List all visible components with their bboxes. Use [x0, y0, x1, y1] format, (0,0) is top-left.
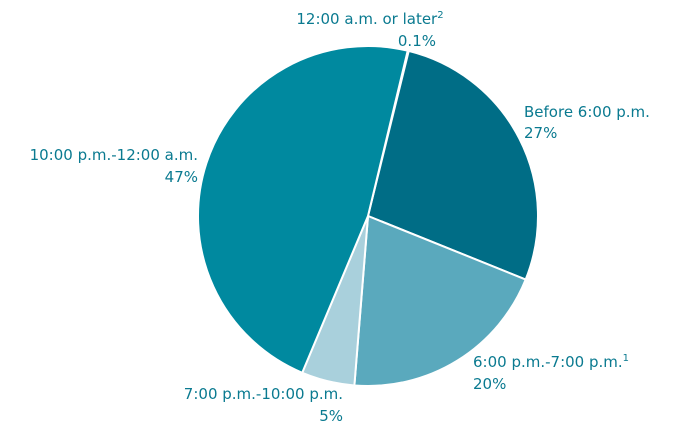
- slice-label-6-00-p-m-7-00-p-m: 6:00 p.m.-7:00 p.m.1: [473, 353, 629, 371]
- slice-label-7-00-p-m-10-00-p-m: 7:00 p.m.-10:00 p.m.: [184, 385, 343, 403]
- pie-slice-10-00-p-m-12-00-a-m: [197, 45, 409, 374]
- pie-slices: [197, 45, 539, 387]
- slice-value-before-6-00-p-m: 27%: [524, 124, 557, 142]
- slice-name: 12:00 a.m. or later: [296, 10, 438, 28]
- footnote-marker: 1: [623, 353, 629, 364]
- slice-name: 6:00 p.m.-7:00 p.m.: [473, 353, 623, 371]
- pie-slice-6-00-p-m-7-00-p-m: [353, 215, 527, 387]
- slice-value-10-00-p-m-12-00-a-m: 47%: [165, 168, 198, 186]
- slice-label-10-00-p-m-12-00-a-m: 10:00 p.m.-12:00 a.m.: [30, 146, 198, 164]
- slice-value-12-00-a-m-or-later: 0.1%: [398, 32, 436, 50]
- slice-name: 10:00 p.m.-12:00 a.m.: [30, 146, 198, 164]
- slice-name: 7:00 p.m.-10:00 p.m.: [184, 385, 343, 403]
- footnote-marker: 2: [437, 10, 443, 21]
- slice-name: Before 6:00 p.m.: [524, 103, 650, 121]
- slice-value-7-00-p-m-10-00-p-m: 5%: [319, 407, 343, 425]
- pie-slice-before-6-00-p-m: [367, 49, 539, 281]
- slice-label-before-6-00-p-m: Before 6:00 p.m.: [524, 103, 650, 121]
- slice-value-6-00-p-m-7-00-p-m: 20%: [473, 375, 506, 393]
- slice-label-12-00-a-m-or-later: 12:00 a.m. or later2: [296, 10, 443, 28]
